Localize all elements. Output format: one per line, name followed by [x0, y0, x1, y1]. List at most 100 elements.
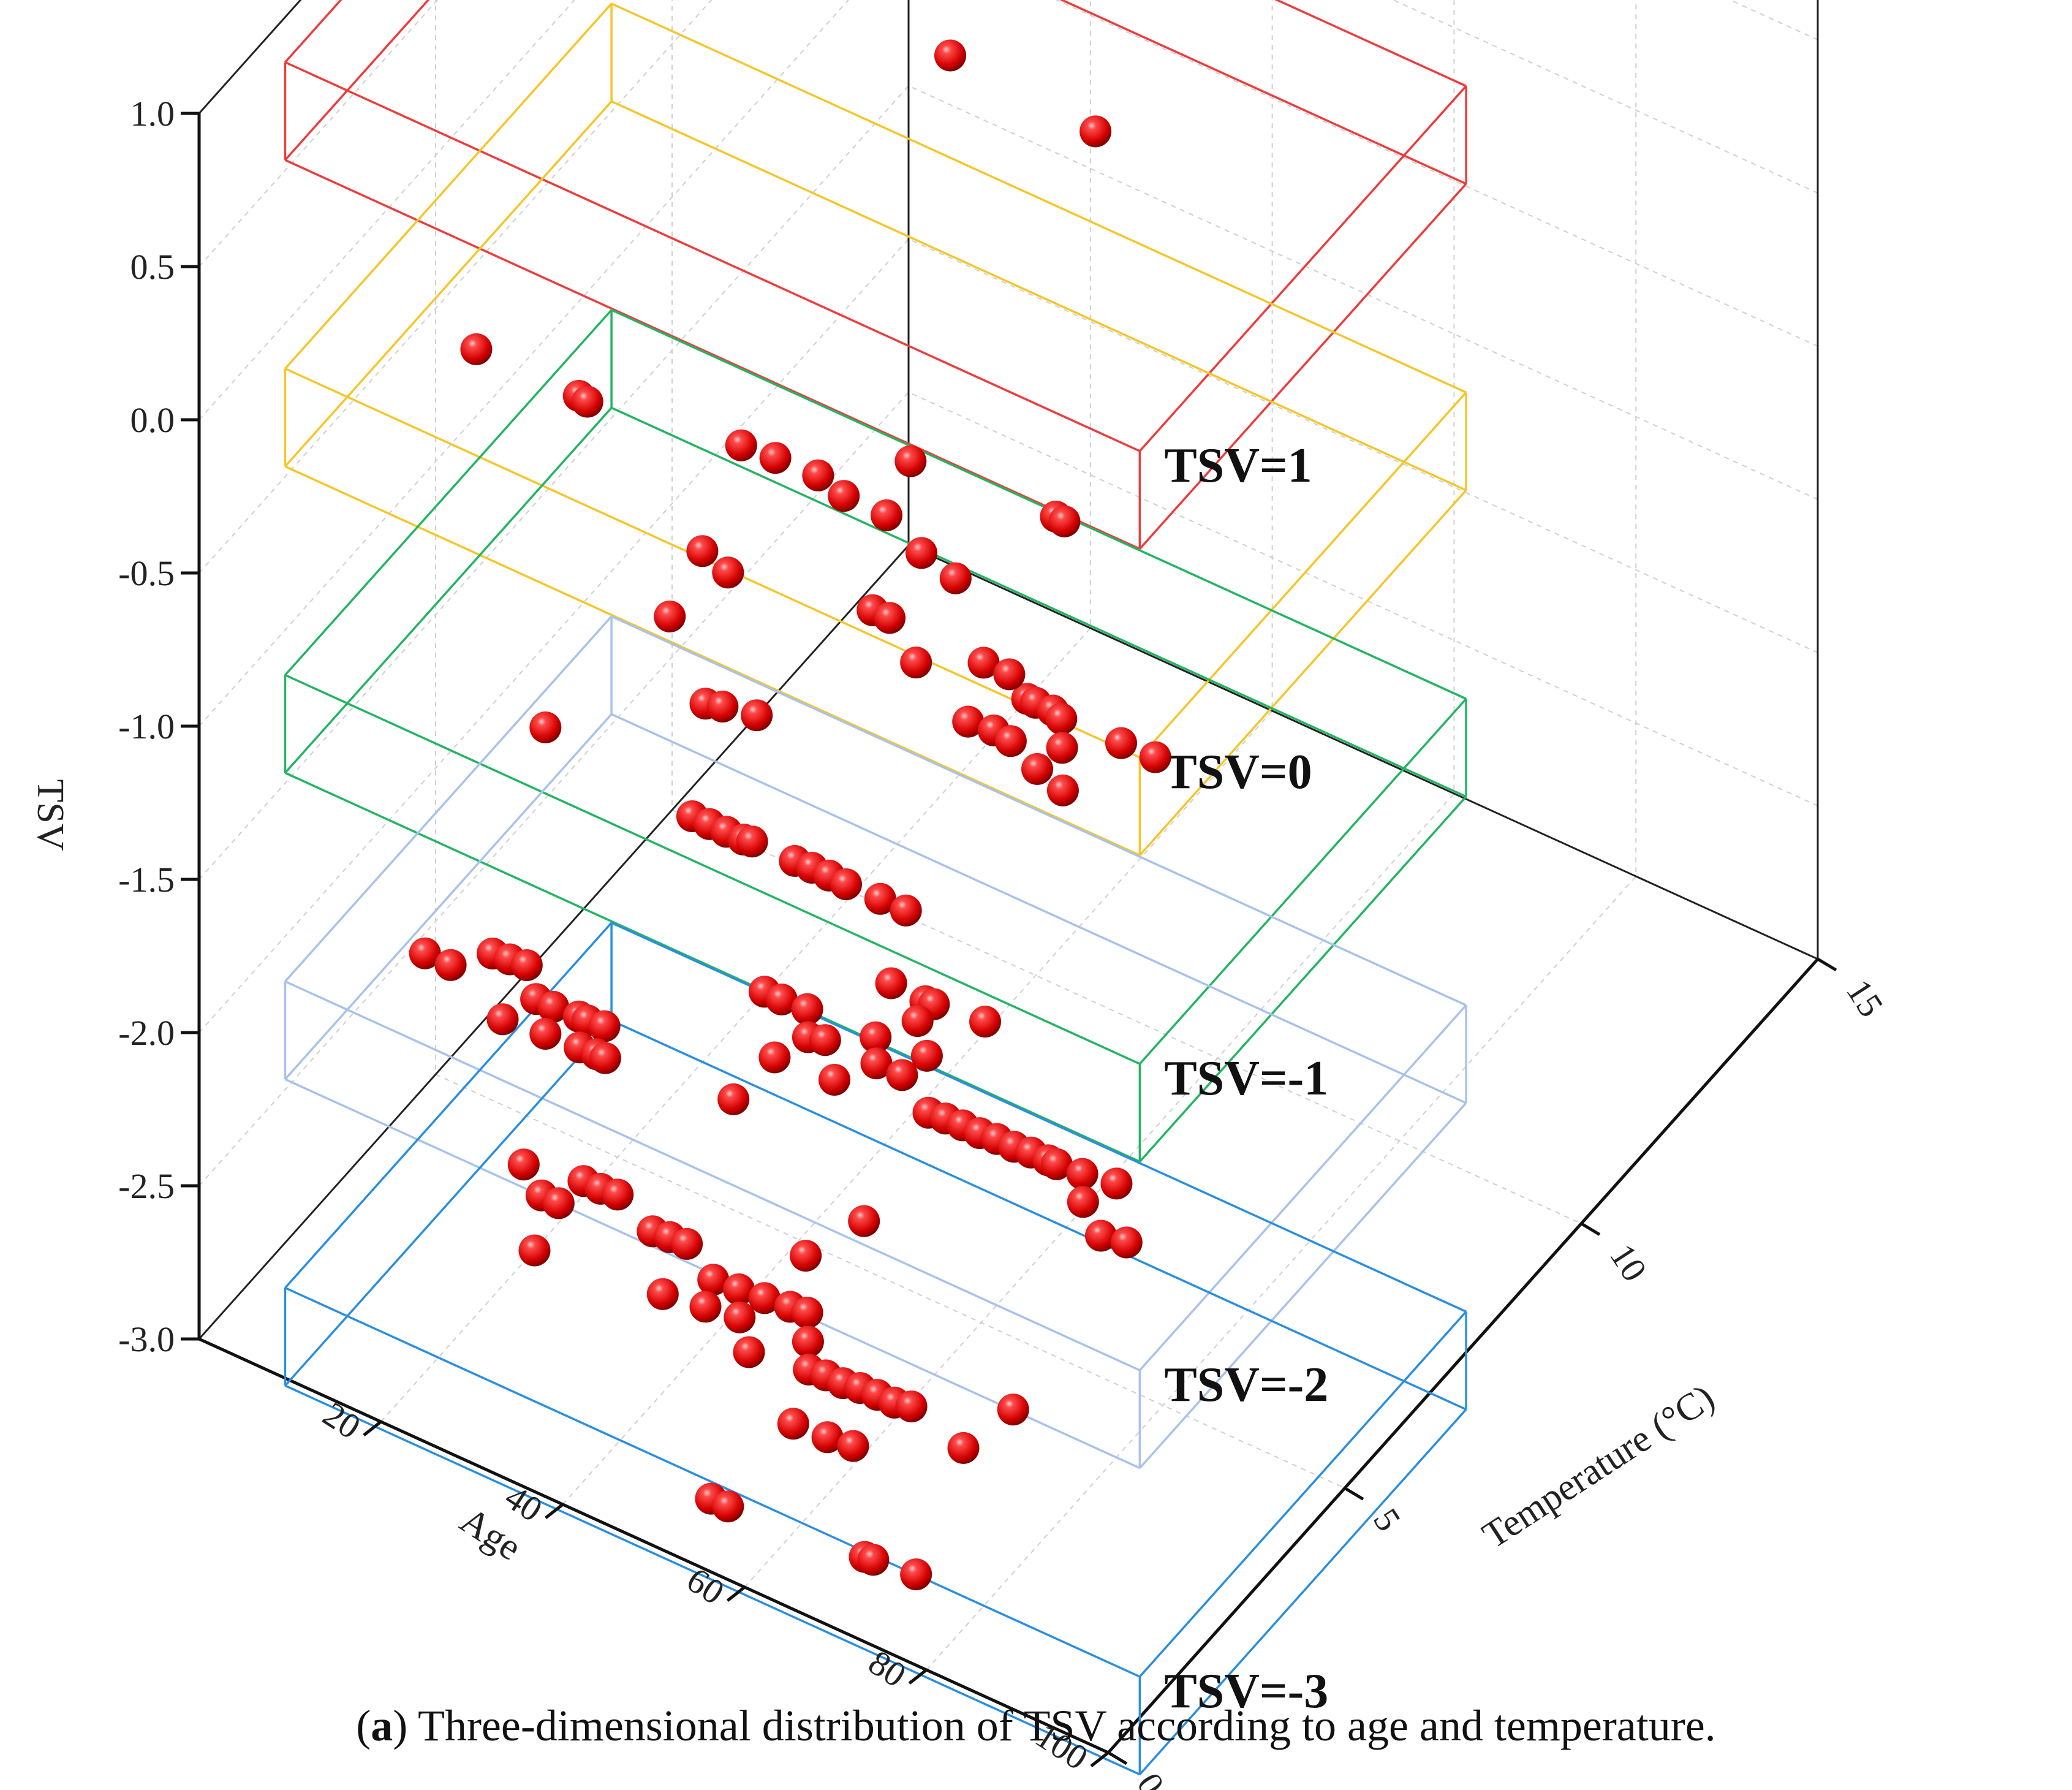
group-box-edge	[284, 615, 613, 982]
caption-tag: a	[371, 1701, 393, 1750]
z-tick-label: -2.0	[118, 1013, 175, 1053]
group-box-edge	[284, 1020, 613, 1387]
group-box: TSV=1	[284, 0, 1467, 550]
z-tick-label: 0.5	[130, 247, 175, 287]
group-box-edge	[284, 100, 613, 468]
group-label: TSV=-2	[1164, 1358, 1328, 1412]
data-point	[906, 537, 937, 569]
y-tick-label: 0	[1129, 1766, 1172, 1790]
data-point	[1045, 703, 1078, 735]
z-tick-label: -1.5	[118, 860, 175, 900]
group-box-edge	[1139, 795, 1467, 1162]
y-axis-line	[1107, 958, 1819, 1754]
data-point	[741, 699, 773, 732]
data-point	[828, 480, 860, 512]
data-point	[1046, 774, 1079, 806]
group-box-edge	[284, 922, 613, 1289]
data-point	[994, 725, 1027, 757]
z-gridline	[199, 0, 1818, 420]
data-point	[529, 711, 562, 743]
data-point	[790, 1240, 822, 1272]
group-box-edge	[284, 1384, 1141, 1776]
y-tick	[1817, 957, 1837, 972]
data-point	[947, 1432, 980, 1464]
z-tick-label: -1.0	[118, 707, 175, 746]
x-axis-line	[198, 1337, 1110, 1754]
group-label: TSV=0	[1164, 745, 1312, 799]
y-tick-label: 5	[1366, 1501, 1408, 1538]
group-box-edge	[611, 1019, 1467, 1411]
data-point	[733, 1336, 765, 1368]
x-tick	[363, 1420, 382, 1436]
x-tick	[908, 1669, 928, 1685]
data-point	[759, 442, 792, 474]
data-point	[871, 499, 902, 531]
data-point	[939, 562, 972, 594]
x-tick-label: 20	[316, 1394, 368, 1447]
data-point	[486, 1003, 519, 1036]
data-point	[895, 1390, 928, 1423]
data-point	[886, 1059, 918, 1091]
y-tick	[1344, 1487, 1364, 1501]
group-box-edge	[284, 159, 1141, 550]
data-point	[736, 825, 768, 858]
data-point	[723, 1273, 755, 1305]
data-point	[1139, 741, 1171, 773]
data-point	[1105, 727, 1137, 759]
group-box-edge	[1139, 1004, 1467, 1371]
group-box-edge	[284, 673, 1141, 1065]
data-point	[1040, 1148, 1073, 1180]
group-box-edge	[284, 309, 613, 676]
data-point	[712, 1490, 744, 1523]
data-point	[874, 602, 906, 634]
data-point	[529, 1018, 562, 1050]
data-points	[409, 39, 1171, 1591]
data-point	[646, 1278, 679, 1310]
data-point	[890, 894, 922, 927]
group-boxes: TSV=1 TSV=0 TSV=-1 TSV=-2 TSV=-3	[284, 0, 1467, 1776]
data-point	[725, 429, 757, 461]
data-point	[900, 1558, 932, 1591]
group-box-edge	[1274, 0, 1467, 87]
y-axis-title: Temperature (°C)	[1475, 1376, 1722, 1557]
data-point	[848, 1205, 880, 1237]
z-gridline	[199, 0, 1818, 574]
group-box-edge	[284, 2, 613, 370]
data-point	[510, 949, 543, 981]
group-box-edge	[1139, 1102, 1467, 1469]
data-point	[724, 1301, 756, 1333]
group-box-edge	[284, 407, 613, 774]
frame-edge	[198, 0, 302, 114]
data-point	[409, 937, 441, 969]
data-point	[706, 691, 739, 722]
frame-edge	[198, 545, 910, 1340]
data-point	[507, 1148, 540, 1181]
z-gridline	[199, 0, 1818, 727]
data-point	[1067, 1186, 1099, 1218]
y-tick-label: 10	[1602, 1237, 1655, 1288]
data-point	[875, 967, 907, 999]
group-box-edge	[1139, 1311, 1467, 1678]
data-point	[712, 556, 744, 589]
group-box-edge	[611, 922, 1467, 1313]
z-tick-label: -3.0	[118, 1319, 175, 1359]
caption-text: ) Three-dimensional distribution of TSV …	[393, 1701, 1715, 1750]
data-point	[1046, 732, 1078, 764]
group-box-edge	[611, 713, 1467, 1104]
data-point	[997, 1394, 1029, 1426]
x-tick	[1090, 1751, 1110, 1767]
z-gridline	[199, 0, 301, 114]
group-box-edge	[611, 100, 1467, 491]
group-box-edge	[1139, 392, 1467, 759]
group-box-edge	[1139, 698, 1467, 1065]
data-point	[1100, 1167, 1133, 1200]
group-box-edge	[1139, 183, 1467, 550]
z-tick-label: -0.5	[118, 553, 175, 593]
x-tick-label: 60	[680, 1560, 732, 1612]
data-point	[860, 1047, 893, 1080]
data-point	[542, 1187, 575, 1219]
x-tick	[726, 1586, 746, 1602]
group-box-edge	[284, 0, 342, 63]
data-point	[689, 1291, 722, 1323]
